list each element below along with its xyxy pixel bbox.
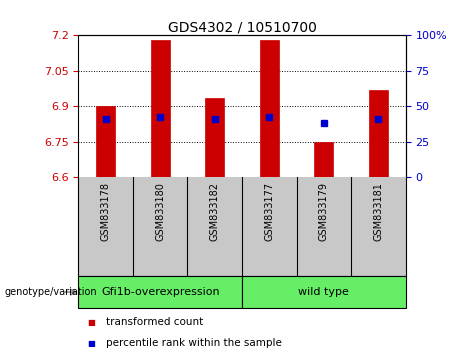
Text: transformed count: transformed count	[106, 317, 203, 327]
Text: GSM833179: GSM833179	[319, 182, 329, 241]
Bar	[242, 276, 406, 308]
Text: wild type: wild type	[298, 287, 349, 297]
Bar	[314, 142, 333, 177]
Bar	[78, 276, 242, 308]
Text: ■: ■	[88, 318, 95, 327]
Text: GSM833178: GSM833178	[100, 182, 111, 241]
Text: GSM833177: GSM833177	[264, 182, 274, 241]
Text: genotype/variation: genotype/variation	[5, 287, 97, 297]
Bar	[96, 106, 115, 177]
Text: GSM833181: GSM833181	[373, 182, 384, 241]
Text: ■: ■	[88, 339, 95, 348]
Text: percentile rank within the sample: percentile rank within the sample	[106, 338, 282, 348]
Bar	[260, 40, 279, 177]
Bar	[151, 40, 170, 177]
Title: GDS4302 / 10510700: GDS4302 / 10510700	[168, 20, 316, 34]
Text: GSM833182: GSM833182	[210, 182, 220, 241]
Text: GSM833180: GSM833180	[155, 182, 165, 241]
Bar	[205, 98, 225, 177]
Bar	[369, 90, 388, 177]
Text: Gfi1b-overexpression: Gfi1b-overexpression	[101, 287, 219, 297]
